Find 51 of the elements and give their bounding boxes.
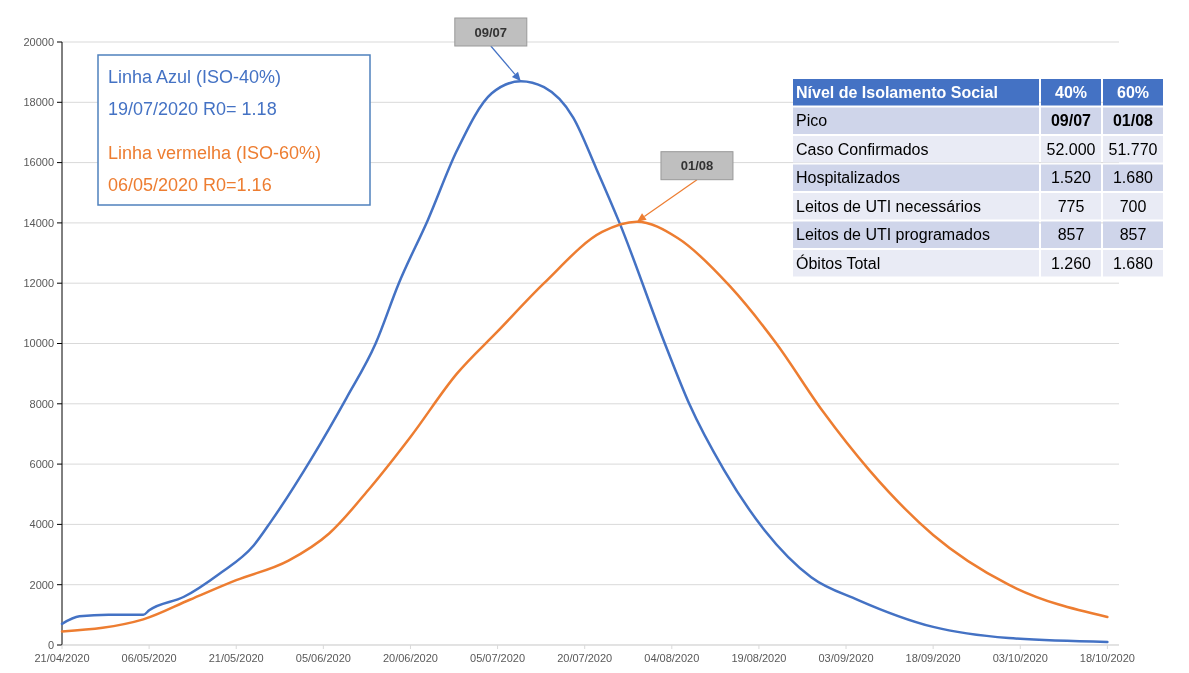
callout: 01/08 (636, 151, 734, 222)
annotation: Leitos de UTI necessários (796, 197, 981, 215)
annotation: Pico (796, 112, 828, 130)
annotation: 01/08 (680, 158, 714, 174)
annotation: 1.520 (1050, 169, 1092, 187)
y-tick-label: 12000 (23, 277, 54, 290)
y-tick-label: 2000 (29, 578, 54, 591)
x-tick-label: 20/06/2020 (382, 652, 438, 664)
annotation: 1.260 (1050, 254, 1092, 272)
x-tick-label: 05/06/2020 (295, 652, 351, 664)
x-tick-label: 03/10/2020 (992, 652, 1048, 664)
x-tick-label: 04/08/2020 (644, 652, 700, 664)
annotation: 40% (1054, 83, 1088, 101)
y-tick-label: 8000 (29, 397, 54, 410)
x-tick-label: 03/09/2020 (818, 652, 874, 664)
annotation: 1.680 (1112, 169, 1154, 187)
x-tick-label: 05/07/2020 (470, 652, 526, 664)
legend-box: Linha Azul (ISO-40%) 19/07/2020 R0= 1.18 Linha vermelha (ISO-60%) 06/05/2020 R0=1.16 (97, 54, 371, 206)
text: 857 (1119, 226, 1147, 244)
x-tick-label: 21/04/2020 (34, 652, 90, 664)
annotation: Hospitalizados (796, 169, 901, 187)
x-tick-label: 19/08/2020 (731, 652, 787, 664)
annotation: Óbitos Total (796, 253, 881, 272)
x-tick-label: 21/05/2020 (208, 652, 264, 664)
y-tick-label: 18000 (23, 96, 54, 109)
annotation: 1.680 (1112, 254, 1154, 272)
annotation: 52.000 (1046, 140, 1096, 158)
annotation: 19/07/2020 R0= 1.18 (108, 99, 277, 119)
annotation: 01/08 (1112, 112, 1154, 130)
annotation: 51.770 (1108, 140, 1158, 158)
text: 700 (1119, 197, 1147, 215)
annotation: Nível de Isolamento Social (796, 83, 998, 101)
annotation: 775 (1057, 197, 1085, 215)
y-tick-label: 10000 (23, 337, 54, 350)
x-tick-label: 18/09/2020 (905, 652, 961, 664)
annotation: Caso Confirmados (796, 140, 929, 158)
x-tick-label: 06/05/2020 (121, 652, 177, 664)
y-tick-label: 16000 (23, 156, 54, 169)
annotation: 857 (1057, 226, 1085, 244)
annotation: Leitos de UTI programados (796, 226, 990, 244)
x-tick-label: 18/10/2020 (1079, 652, 1135, 664)
y-tick-label: 4000 (29, 518, 54, 531)
annotation: 60% (1116, 83, 1150, 101)
y-tick-label: 20000 (23, 35, 54, 48)
y-tick-label: 14000 (23, 216, 54, 229)
y-tick-label: 0 (47, 638, 54, 651)
callout: 09/07 (454, 17, 528, 82)
y-tick-label: 6000 (29, 457, 54, 470)
annotation: 06/05/2020 R0=1.16 (108, 175, 272, 195)
annotation: 09/07 (1050, 112, 1092, 130)
x-tick-label: 20/07/2020 (557, 652, 613, 664)
